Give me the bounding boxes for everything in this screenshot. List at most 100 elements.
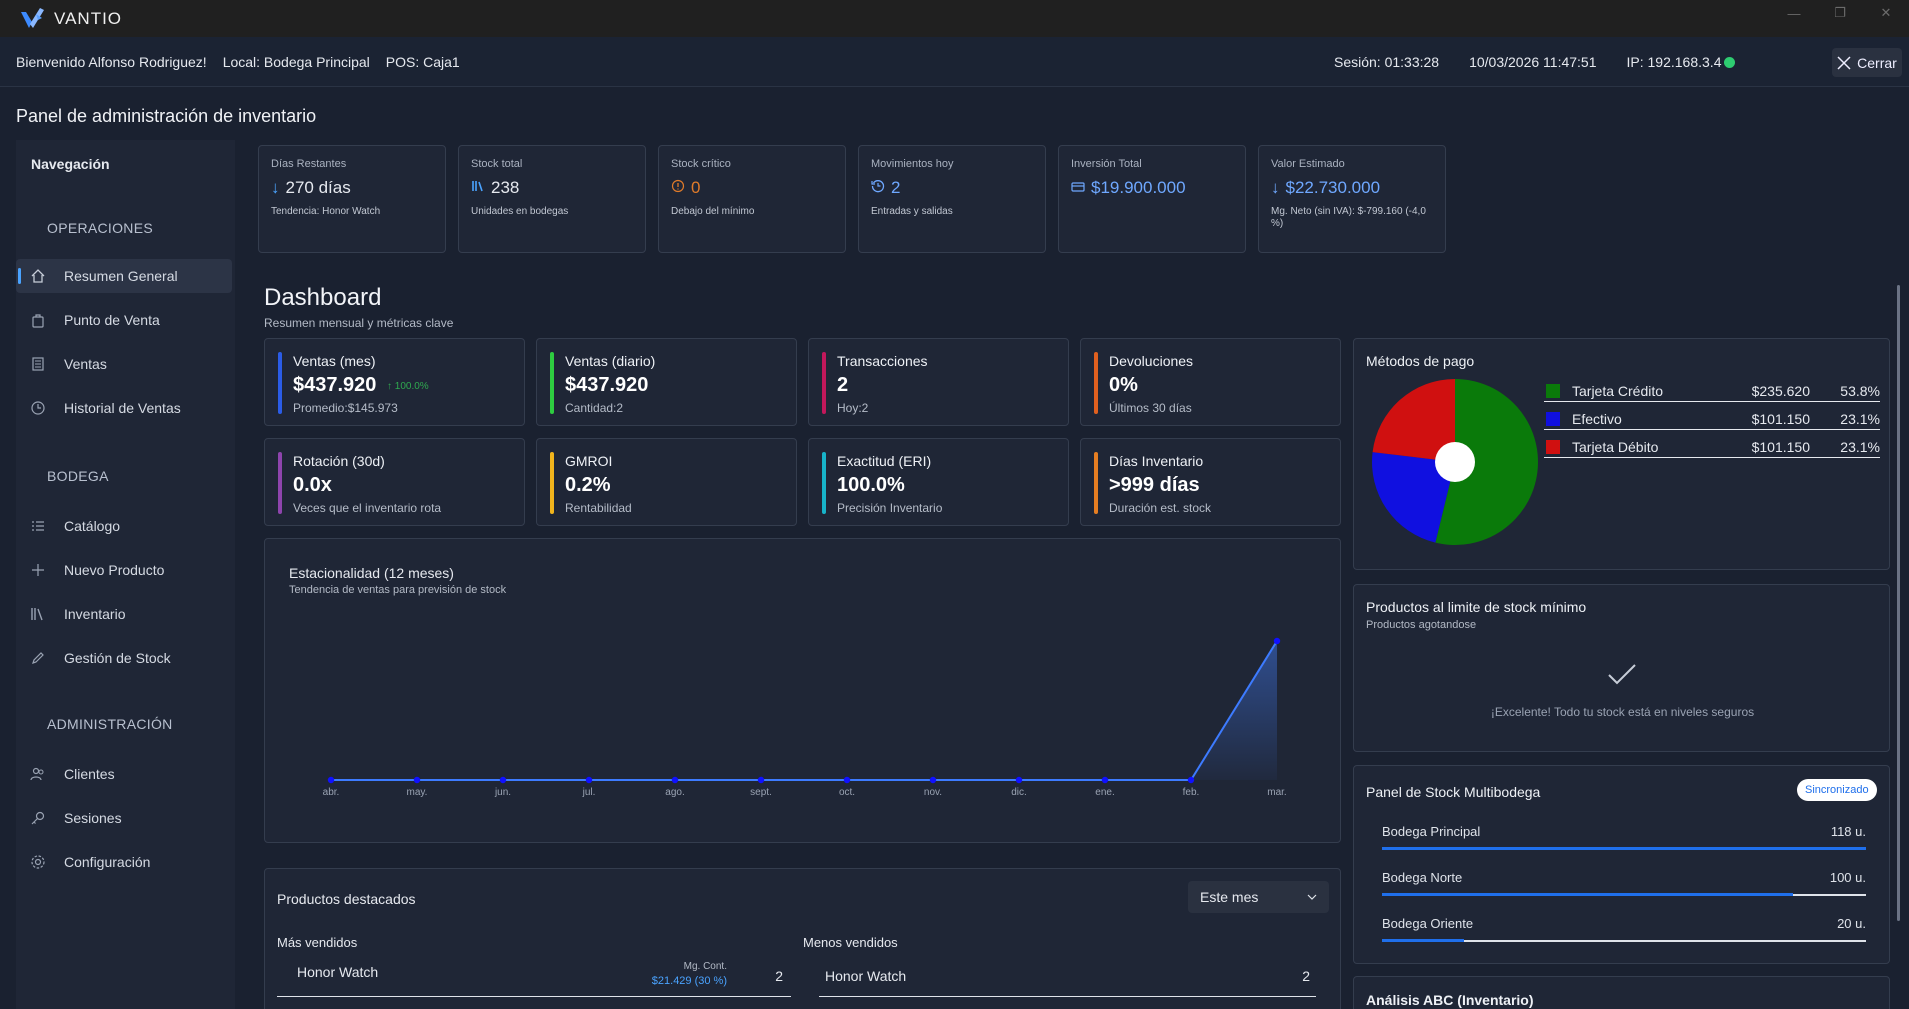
home-icon [30, 268, 46, 284]
sidebar-item-label: Inventario [64, 606, 126, 622]
x-tick-label: ene. [1095, 787, 1114, 798]
metric-accent-bar [278, 452, 282, 514]
product-name: Honor Watch [825, 968, 907, 984]
metric-rotacion: Rotación (30d) 0.0x Veces que el inventa… [264, 438, 525, 526]
period-select-value: Este mes [1200, 889, 1259, 905]
restore-button[interactable]: ❐ [1834, 5, 1846, 20]
metric-value: 100.0% [837, 474, 905, 496]
pencil-icon [30, 650, 46, 666]
plus-icon [30, 562, 46, 578]
featured-products-panel: Productos destacados Este mes Más vendid… [264, 868, 1341, 1009]
sidebar-item-label: Ventas [64, 356, 107, 372]
nav-section-operaciones: OPERACIONES [47, 220, 153, 236]
abc-panel: Análisis ABC (Inventario) [1353, 976, 1890, 1009]
close-icon [1837, 55, 1851, 70]
sync-badge: Sincronizado [1797, 779, 1877, 801]
chart-point [757, 776, 765, 784]
min-stock-message: ¡Excelente! Todo tu stock está en nivele… [1490, 705, 1755, 719]
title-bar: VANTIO — ❐ ✕ [0, 0, 1909, 37]
chart-point [929, 776, 937, 784]
metric-value: 0.2% [565, 474, 611, 496]
kpi-sub: Tendencia: Honor Watch [271, 206, 381, 217]
kpi-sub: Mg. Neto (sin IVA): $-799.160 (-4,0 %) [1271, 206, 1426, 229]
chart-point [499, 776, 507, 784]
chart-point [585, 776, 593, 784]
kpi-label: Stock total [471, 158, 523, 170]
chart-point [327, 776, 335, 784]
legend-name: Tarjeta Crédito [1572, 382, 1664, 399]
kpi-stock-total: Stock total 238 Unidades en bodegas [458, 145, 646, 253]
nav-title: Navegación [31, 156, 110, 172]
minimize-button[interactable]: — [1787, 5, 1801, 21]
x-tick-label: jun. [494, 787, 511, 798]
bodega-row-principal: Bodega Principal 118 u. [1382, 824, 1866, 850]
chart-point [843, 776, 851, 784]
metric-value: 0.0x [293, 474, 332, 496]
legend-swatch [1546, 411, 1560, 426]
list-item[interactable]: Honor Watch 2 [819, 955, 1316, 997]
metric-label: GMROI [565, 453, 613, 469]
sidebar-item-catalogo[interactable]: Catálogo [16, 509, 232, 543]
metric-sub: Rentabilidad [565, 501, 632, 515]
bodega-name: Bodega Principal [1382, 824, 1481, 839]
metric-trend: ↑ 100.0% [387, 381, 429, 392]
bodega-qty: 100 u. [1829, 870, 1866, 885]
books-icon [30, 606, 46, 622]
nav-section-administracion: ADMINISTRACIÓN [47, 716, 173, 732]
metric-accent-bar [822, 352, 826, 414]
metric-label: Devoluciones [1109, 353, 1194, 369]
chart-subtitle: Tendencia de ventas para previsión de st… [289, 584, 507, 596]
x-tick-label: ago. [665, 787, 684, 798]
metric-value: >999 días [1109, 474, 1200, 496]
legend-swatch [1546, 383, 1560, 398]
sidebar-item-ventas[interactable]: Ventas [16, 347, 232, 381]
dashboard-subtitle: Resumen mensual y métricas clave [264, 316, 454, 330]
sidebar-item-configuracion[interactable]: Configuración [16, 845, 232, 879]
x-tick-label: feb. [1183, 787, 1200, 798]
local-text: Local: Bodega Principal [222, 54, 370, 70]
sidebar-item-sesiones[interactable]: Sesiones [16, 801, 232, 835]
logout-button[interactable]: Cerrar [1832, 48, 1902, 77]
kpi-value: $19.900.000 [1091, 178, 1186, 197]
sidebar-item-gestion-de-stock[interactable]: Gestión de Stock [16, 641, 232, 675]
bodega-row-norte: Bodega Norte 100 u. [1382, 870, 1866, 896]
ip-text: IP: 192.168.3.4 [1626, 54, 1722, 70]
bodega-progress [1382, 847, 1866, 850]
sidebar-item-nuevo-producto[interactable]: Nuevo Producto [16, 553, 232, 587]
bag-icon [30, 312, 46, 328]
pie-center [1435, 442, 1475, 482]
bodega-progress-fill [1382, 939, 1465, 942]
period-select[interactable]: Este mes [1188, 881, 1329, 913]
sidebar-item-punto-de-venta[interactable]: Punto de Venta [16, 303, 232, 337]
pie-slice [1435, 379, 1538, 545]
window-close-button[interactable]: ✕ [1880, 5, 1892, 20]
multibodega-panel: Panel de Stock Multibodega Sincronizado [1353, 765, 1890, 964]
metric-value: 2 [837, 374, 849, 396]
people-icon [30, 766, 46, 782]
metric-dias-inventario: Días Inventario >999 días Duración est. … [1080, 438, 1341, 526]
chart-point [671, 776, 679, 784]
sidebar-item-inventario[interactable]: Inventario [16, 597, 232, 631]
margin-label: Mg. Cont. [683, 961, 727, 972]
sidebar-item-historial-de-ventas[interactable]: Historial de Ventas [16, 391, 232, 425]
card-icon [1071, 178, 1085, 198]
sidebar-item-clientes[interactable]: Clientes [16, 757, 232, 791]
metric-value: 0% [1109, 374, 1138, 396]
legend-item-efectivo: Efectivo $101.150 23.1% [1544, 408, 1880, 430]
metric-label: Días Inventario [1109, 453, 1204, 469]
sidebar-item-resumen-general[interactable]: Resumen General [16, 259, 232, 293]
sidebar-item-label: Configuración [64, 854, 151, 870]
bodega-progress-fill [1382, 847, 1866, 850]
bodega-name: Bodega Oriente [1382, 916, 1474, 931]
metric-sub: Promedio:$145.973 [293, 401, 398, 415]
metric-accent-bar [822, 452, 826, 514]
legend-item-tarjeta-debito: Tarjeta Débito $101.150 23.1% [1544, 436, 1880, 458]
metric-sub: Veces que el inventario rota [293, 501, 442, 515]
metric-sub: Duración est. stock [1109, 501, 1212, 515]
kpi-label: Valor Estimado [1271, 158, 1345, 170]
bodega-qty: 20 u. [1837, 916, 1866, 931]
receipt-icon [30, 356, 46, 372]
arrow-down-icon: ↓ [1271, 178, 1280, 197]
main-scrollbar[interactable] [1897, 285, 1900, 921]
list-item[interactable]: Honor Watch Mg. Cont. $21.429 (30 %) 2 [277, 955, 791, 997]
